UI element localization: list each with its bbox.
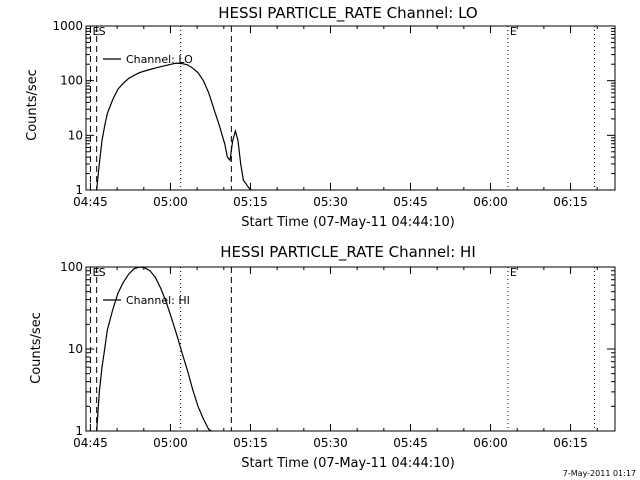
panel-lo: HESSI PARTICLE_RATE Channel: LO Start Ti… bbox=[25, 4, 616, 230]
x-tick-label: 04:45 bbox=[73, 436, 108, 450]
y-tick-label: 10 bbox=[68, 128, 83, 142]
event-marker-label: E bbox=[92, 25, 99, 38]
x-tick-label: 05:00 bbox=[153, 195, 188, 209]
x-tick-label: 05:15 bbox=[233, 436, 268, 450]
x-tick-label: 05:30 bbox=[313, 436, 348, 450]
panel-hi-xlabel: Start Time (07-May-11 04:44:10) bbox=[241, 456, 455, 471]
x-tick-label: 06:15 bbox=[553, 436, 588, 450]
y-tick-label: 100 bbox=[60, 74, 83, 88]
panel-lo-ylabel: Counts/sec bbox=[25, 69, 40, 141]
legend-label: Channel: LO bbox=[126, 53, 193, 66]
y-tick-label: 100 bbox=[60, 260, 83, 274]
x-tick-label: 04:45 bbox=[73, 195, 108, 209]
panel-lo-title: HESSI PARTICLE_RATE Channel: LO bbox=[218, 4, 477, 23]
series-line bbox=[96, 62, 252, 191]
x-tick-label: 06:00 bbox=[473, 195, 508, 209]
x-tick-label: 05:45 bbox=[393, 195, 428, 209]
panel-hi-ylabel: Counts/sec bbox=[29, 312, 44, 384]
panel-lo-plot-area: 04:45 05:00 05:15 05:30 05:45 06:00 06:15 1 10 10… bbox=[52, 19, 616, 209]
y-tick-label: 1000 bbox=[52, 19, 83, 33]
panel-hi-title: HESSI PARTICLE_RATE Channel: HI bbox=[220, 243, 476, 262]
panel-lo-xlabel: Start Time (07-May-11 04:44:10) bbox=[241, 215, 455, 230]
print-stamp: 7-May-2011 01:17 bbox=[563, 469, 636, 478]
event-marker-label: S bbox=[99, 25, 106, 38]
x-tick-label: 05:00 bbox=[153, 436, 188, 450]
panel-hi: HESSI PARTICLE_RATE Channel: HI Start Ti… bbox=[29, 243, 616, 471]
x-tick-label: 05:30 bbox=[313, 195, 348, 209]
y-tick-label: 1 bbox=[75, 183, 83, 197]
x-tick-label: 05:15 bbox=[233, 195, 268, 209]
legend-label: Channel: HI bbox=[126, 294, 190, 307]
x-tick-label: 06:15 bbox=[553, 195, 588, 209]
x-tick-label: 06:00 bbox=[473, 436, 508, 450]
x-tick-label: 05:45 bbox=[393, 436, 428, 450]
event-marker-label: E bbox=[92, 266, 99, 279]
event-marker-label: S bbox=[99, 266, 106, 279]
event-marker-label: E bbox=[510, 266, 517, 279]
plot-frame bbox=[85, 25, 616, 191]
y-tick-label: 1 bbox=[75, 424, 83, 438]
y-tick-label: 10 bbox=[68, 342, 83, 356]
panel-hi-plot-area: 04:45 05:00 05:15 05:30 05:45 06:00 06:15 1 10 10… bbox=[60, 260, 616, 450]
event-marker-label: E bbox=[510, 25, 517, 38]
series-line bbox=[96, 266, 212, 432]
